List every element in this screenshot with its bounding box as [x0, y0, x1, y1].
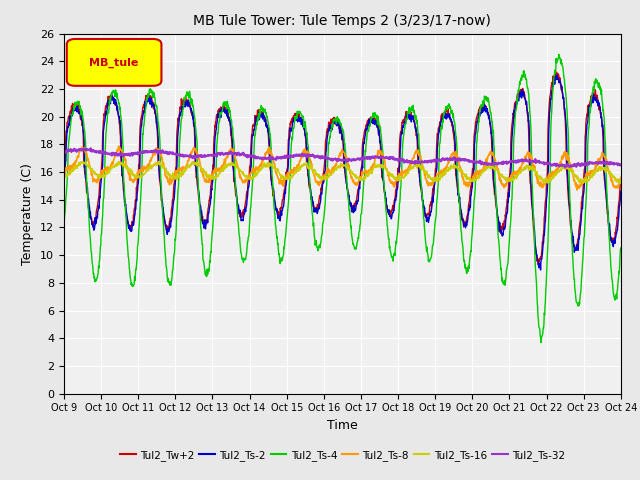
- Tul2_Ts-8: [103, 164, 111, 170]
- Tul2_Ts-4: [126, 268, 134, 274]
- Tul2_Ts-32: [378, 155, 385, 160]
- Tul2_Ts-8: [308, 165, 316, 171]
- Tul2_Ts-2: [553, 72, 561, 78]
- Tul2_Ts-4: [308, 207, 316, 213]
- Y-axis label: Temperature (C): Temperature (C): [22, 163, 35, 264]
- Tul2_Tw+2: [103, 100, 111, 106]
- Line: Tul2_Ts-16: Tul2_Ts-16: [64, 161, 621, 184]
- Tul2_Ts-32: [87, 145, 95, 151]
- Tul2_Ts-16: [318, 177, 326, 183]
- Tul2_Tw+2: [553, 69, 561, 75]
- Tul2_Ts-8: [573, 187, 581, 193]
- Legend: Tul2_Tw+2, Tul2_Ts-2, Tul2_Ts-4, Tul2_Ts-8, Tul2_Ts-16, Tul2_Ts-32: Tul2_Tw+2, Tul2_Ts-2, Tul2_Ts-4, Tul2_Ts…: [116, 445, 569, 465]
- Tul2_Ts-8: [318, 176, 326, 181]
- Title: MB Tule Tower: Tule Temps 2 (3/23/17-now): MB Tule Tower: Tule Temps 2 (3/23/17-now…: [193, 14, 492, 28]
- Tul2_Ts-8: [297, 156, 305, 162]
- Line: Tul2_Tw+2: Tul2_Tw+2: [64, 72, 621, 265]
- Tul2_Ts-4: [555, 51, 563, 57]
- Tul2_Ts-8: [115, 143, 122, 149]
- Tul2_Ts-32: [126, 152, 134, 158]
- Tul2_Ts-2: [296, 116, 304, 122]
- Tul2_Ts-8: [617, 175, 625, 180]
- Tul2_Ts-8: [126, 172, 134, 178]
- Tul2_Ts-32: [617, 162, 625, 168]
- Tul2_Ts-32: [104, 151, 111, 156]
- Tul2_Ts-16: [378, 162, 385, 168]
- Tul2_Ts-4: [296, 109, 304, 115]
- Tul2_Ts-16: [297, 164, 305, 169]
- Tul2_Ts-2: [60, 174, 68, 180]
- Tul2_Ts-16: [156, 158, 163, 164]
- Line: Tul2_Ts-4: Tul2_Ts-4: [64, 54, 621, 343]
- Tul2_Ts-32: [60, 149, 68, 155]
- Tul2_Ts-2: [377, 141, 385, 147]
- Tul2_Ts-8: [60, 168, 68, 174]
- Tul2_Ts-32: [297, 152, 305, 157]
- Tul2_Ts-32: [318, 154, 326, 159]
- X-axis label: Time: Time: [327, 419, 358, 432]
- Tul2_Ts-16: [103, 171, 111, 177]
- Tul2_Tw+2: [126, 223, 134, 229]
- Tul2_Tw+2: [377, 162, 385, 168]
- Tul2_Ts-2: [126, 224, 134, 230]
- Line: Tul2_Ts-2: Tul2_Ts-2: [64, 75, 621, 270]
- Tul2_Ts-32: [561, 165, 569, 170]
- Tul2_Ts-2: [308, 193, 316, 199]
- Tul2_Ts-16: [308, 165, 316, 171]
- Tul2_Ts-32: [308, 153, 316, 159]
- Tul2_Ts-2: [318, 191, 326, 197]
- Tul2_Ts-4: [60, 217, 68, 223]
- Tul2_Tw+2: [617, 177, 625, 183]
- Tul2_Ts-4: [377, 131, 385, 136]
- Tul2_Ts-4: [318, 233, 326, 239]
- FancyBboxPatch shape: [67, 39, 161, 86]
- Text: MB_tule: MB_tule: [90, 57, 139, 68]
- Tul2_Tw+2: [318, 182, 326, 188]
- Tul2_Tw+2: [534, 262, 542, 268]
- Tul2_Ts-2: [617, 188, 625, 194]
- Tul2_Ts-16: [60, 174, 68, 180]
- Tul2_Ts-16: [126, 169, 134, 175]
- Line: Tul2_Ts-32: Tul2_Ts-32: [64, 148, 621, 168]
- Line: Tul2_Ts-8: Tul2_Ts-8: [64, 146, 621, 190]
- Tul2_Ts-4: [103, 120, 111, 126]
- Tul2_Ts-8: [378, 152, 385, 157]
- Tul2_Ts-4: [537, 340, 545, 346]
- Tul2_Ts-16: [617, 180, 625, 186]
- Tul2_Ts-4: [617, 245, 625, 251]
- Tul2_Tw+2: [60, 162, 68, 168]
- Tul2_Ts-2: [103, 107, 111, 112]
- Tul2_Tw+2: [296, 116, 304, 121]
- Tul2_Ts-16: [616, 181, 623, 187]
- Tul2_Tw+2: [308, 196, 316, 202]
- Tul2_Ts-2: [537, 267, 545, 273]
